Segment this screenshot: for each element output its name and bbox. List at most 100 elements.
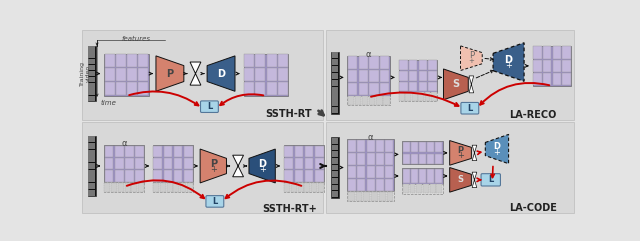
Bar — [399, 71, 408, 81]
Bar — [131, 182, 137, 192]
Bar — [105, 158, 113, 169]
Bar — [376, 96, 383, 105]
Bar — [88, 46, 95, 52]
Text: α: α — [122, 139, 127, 148]
Bar — [331, 52, 339, 114]
Bar — [369, 96, 376, 105]
Bar — [184, 146, 193, 157]
Bar — [552, 60, 561, 72]
Bar — [332, 80, 338, 86]
Bar — [294, 146, 303, 157]
Bar — [284, 170, 293, 181]
Bar — [411, 142, 418, 152]
Bar — [332, 151, 338, 157]
Bar — [332, 107, 338, 113]
Bar — [125, 182, 131, 192]
Bar — [403, 141, 443, 164]
Bar — [88, 77, 95, 82]
Bar — [552, 47, 561, 59]
Bar — [88, 71, 95, 76]
Bar — [267, 54, 276, 67]
Bar — [284, 158, 293, 169]
Bar — [403, 142, 410, 152]
Bar — [419, 82, 427, 91]
Bar — [88, 170, 95, 176]
Bar — [357, 166, 365, 178]
Text: P: P — [469, 51, 474, 60]
Polygon shape — [472, 145, 477, 161]
Bar — [369, 56, 379, 69]
Bar — [125, 170, 134, 181]
Bar — [104, 54, 149, 96]
Bar — [115, 146, 124, 157]
Bar — [255, 82, 266, 95]
Text: time: time — [100, 100, 116, 106]
Bar — [332, 73, 338, 79]
Text: P: P — [166, 69, 173, 79]
Text: LA-CODE: LA-CODE — [509, 203, 557, 213]
Bar — [88, 46, 95, 101]
Bar — [358, 83, 368, 95]
Polygon shape — [444, 69, 468, 100]
Bar — [88, 156, 95, 162]
FancyBboxPatch shape — [206, 196, 224, 207]
Bar — [88, 89, 95, 95]
Bar — [332, 52, 338, 59]
Text: SSTH-RT+: SSTH-RT+ — [262, 204, 317, 214]
Bar — [399, 60, 437, 92]
Text: S: S — [452, 79, 460, 89]
Bar — [376, 166, 384, 178]
Bar — [135, 158, 144, 169]
Bar — [332, 158, 338, 164]
Bar — [138, 82, 148, 95]
Bar — [399, 92, 437, 101]
Bar — [380, 83, 389, 95]
Bar — [116, 82, 126, 95]
Bar — [278, 82, 288, 95]
Bar — [173, 182, 179, 192]
Polygon shape — [461, 46, 482, 71]
Bar — [403, 168, 443, 184]
Text: L: L — [212, 197, 218, 206]
Bar — [332, 171, 338, 177]
Bar — [125, 146, 134, 157]
Bar — [284, 146, 293, 157]
Bar — [125, 158, 134, 169]
Text: +: + — [457, 152, 464, 161]
Bar — [348, 192, 355, 201]
Bar — [376, 179, 384, 191]
Bar — [419, 142, 426, 152]
Bar — [294, 170, 303, 181]
Bar — [563, 73, 571, 85]
Polygon shape — [450, 167, 472, 192]
Bar — [362, 96, 368, 105]
Text: P: P — [458, 146, 463, 155]
Bar — [332, 59, 338, 65]
Bar — [419, 93, 424, 101]
Bar — [332, 100, 338, 106]
Bar — [184, 158, 193, 169]
Bar — [403, 154, 410, 164]
Bar — [284, 182, 324, 192]
Bar — [154, 158, 163, 169]
Bar — [409, 71, 417, 81]
Text: +: + — [259, 165, 266, 174]
Bar — [355, 192, 362, 201]
Bar — [533, 47, 541, 59]
Bar — [244, 54, 289, 96]
Bar — [244, 82, 254, 95]
Bar — [428, 60, 436, 70]
Text: SSTH-RT: SSTH-RT — [265, 109, 312, 119]
Bar — [305, 182, 310, 192]
Bar — [88, 65, 95, 70]
Bar — [332, 191, 338, 197]
Bar — [138, 54, 148, 67]
Text: +: + — [210, 165, 217, 174]
Bar — [367, 166, 374, 178]
Bar — [105, 146, 113, 157]
Bar — [419, 154, 426, 164]
Bar — [428, 82, 436, 91]
Bar — [411, 169, 418, 183]
Bar — [135, 170, 144, 181]
Bar — [410, 184, 415, 193]
